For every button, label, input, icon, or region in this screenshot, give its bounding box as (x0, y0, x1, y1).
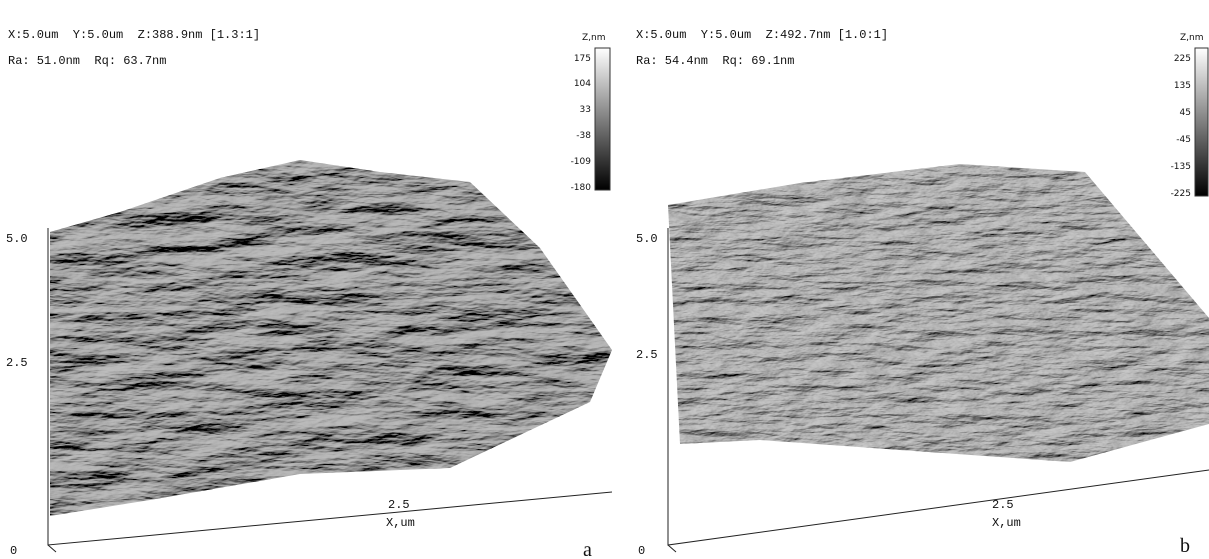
axis-label: 5.0 (6, 232, 28, 246)
axis-title: X,um (992, 516, 1021, 530)
colorbar-title: Z,nm (582, 33, 606, 43)
axis-title: X,um (386, 516, 415, 530)
axis-label: 2.5 (992, 498, 1014, 512)
colorbar-tick: -135 (1171, 162, 1191, 172)
colorbar-tick: -109 (571, 157, 592, 167)
panel-label: a (583, 539, 592, 559)
colorbar (1195, 48, 1208, 196)
panel-label: b (1180, 535, 1190, 557)
colorbar-tick: 104 (574, 79, 591, 89)
colorbar (595, 48, 610, 190)
panel-b: X:5.0um Y:5.0um Z:492.7nm [1.0:1] Ra: 54… (636, 28, 1209, 558)
axis-label: 0 (10, 544, 17, 558)
colorbar-tick: 33 (580, 105, 591, 115)
colorbar-tick: 135 (1174, 81, 1191, 91)
header-line: Ra: 51.0nm Rq: 63.7nm (8, 54, 166, 68)
colorbar-tick: 175 (574, 54, 591, 64)
colorbar-tick: -225 (1171, 189, 1191, 199)
axis-label: 0 (638, 544, 645, 558)
colorbar-tick: 225 (1174, 54, 1191, 64)
surface (660, 155, 1209, 470)
panel-a: X:5.0um Y:5.0um Z:388.9nm [1.3:1] Ra: 51… (6, 28, 620, 559)
figure: X:5.0um Y:5.0um Z:388.9nm [1.3:1] Ra: 51… (0, 0, 1209, 559)
colorbar-tick: -45 (1176, 135, 1191, 145)
axis-label: 5.0 (636, 232, 658, 246)
colorbar-tick: -180 (571, 183, 592, 193)
axis-label: 2.5 (636, 348, 658, 362)
colorbar-tick: 45 (1180, 108, 1191, 118)
colorbar-title: Z,nm (1180, 33, 1204, 43)
axis-label: 2.5 (388, 498, 410, 512)
colorbar-tick: -38 (576, 131, 591, 141)
surface (40, 150, 620, 520)
header-line: X:5.0um Y:5.0um Z:492.7nm [1.0:1] (636, 28, 888, 42)
axis-label: 2.5 (6, 356, 28, 370)
header-line: X:5.0um Y:5.0um Z:388.9nm [1.3:1] (8, 28, 260, 42)
header-line: Ra: 54.4nm Rq: 69.1nm (636, 54, 794, 68)
